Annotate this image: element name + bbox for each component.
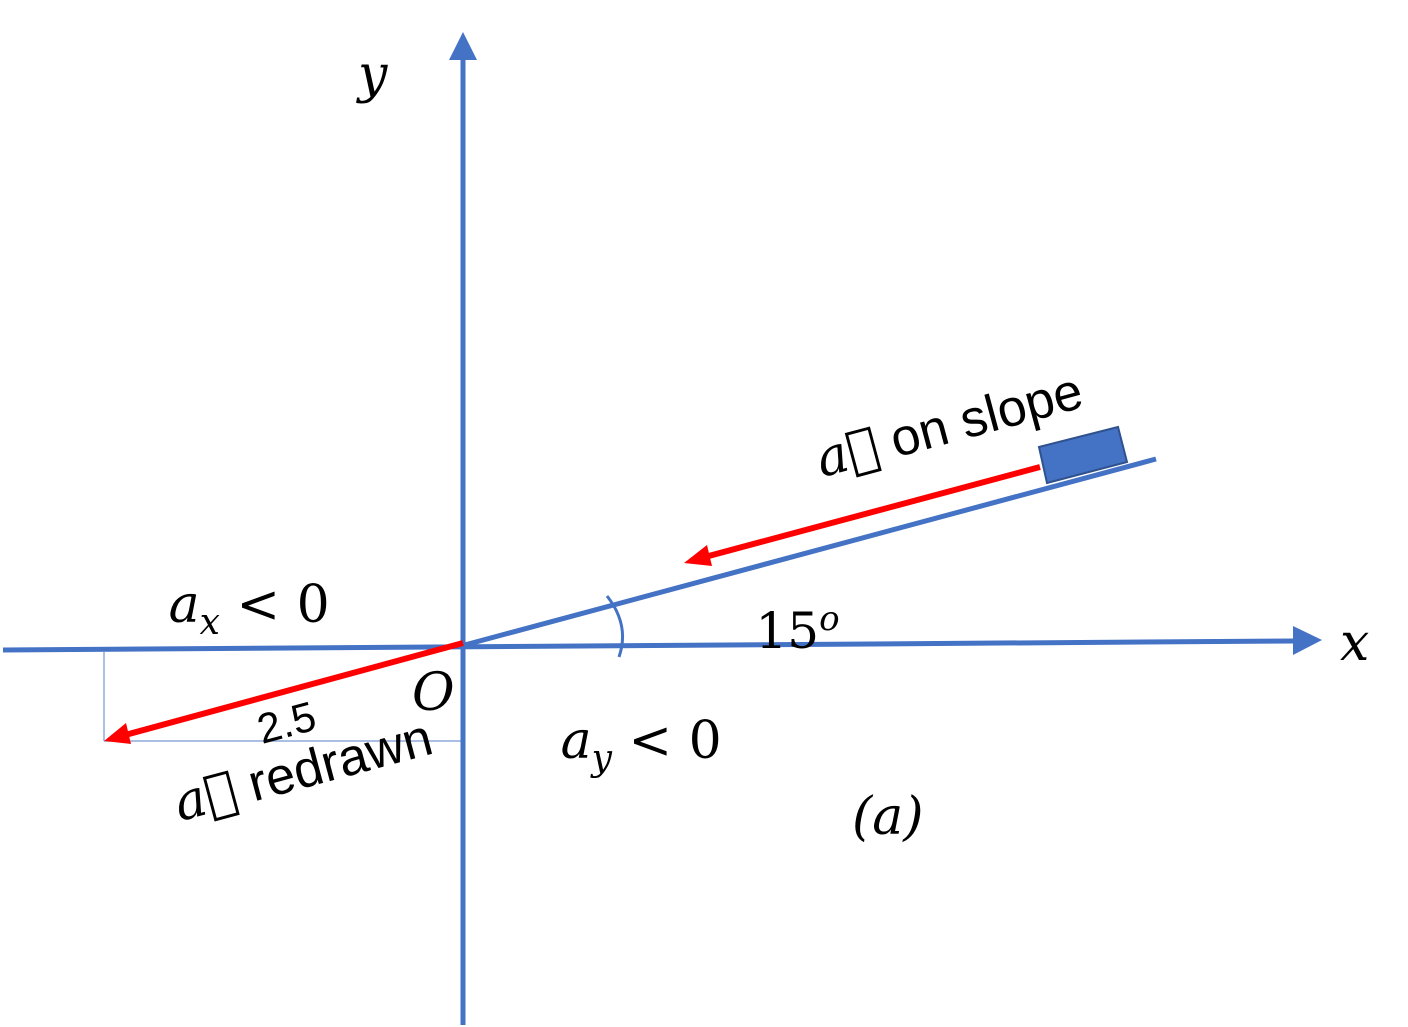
x-axis-label: x xyxy=(1340,613,1369,673)
x-axis-line xyxy=(2,638,1296,653)
ay-subscript: y xyxy=(590,738,613,779)
y-axis-label: y xyxy=(356,45,388,105)
ax-relation: < 0 xyxy=(220,575,330,635)
angle-arc xyxy=(605,595,625,658)
ax-symbol: a xyxy=(169,575,200,635)
angle-degree: o xyxy=(819,599,839,639)
a-redrawn-arrow xyxy=(124,640,464,738)
slope-line xyxy=(460,456,1157,649)
angle-value: 15 xyxy=(755,602,819,660)
ay-symbol: a xyxy=(561,711,592,771)
angle-label: 15o xyxy=(676,584,887,660)
a-on-slope-arrowhead xyxy=(684,545,712,566)
origin-label: O xyxy=(412,663,455,723)
ax-subscript: x xyxy=(200,602,220,643)
ay-relation: < 0 xyxy=(612,711,722,771)
a-redrawn-arrowhead xyxy=(104,723,131,744)
y-axis-arrowhead xyxy=(449,32,477,60)
block xyxy=(1037,425,1129,485)
a-on-slope-label: a⃗ on slope xyxy=(740,350,1131,509)
a-on-slope-arrow xyxy=(704,464,1041,560)
ay-inequality: ay < 0 xyxy=(478,711,771,779)
ax-inequality: ax < 0 xyxy=(86,575,379,643)
x-axis-arrowhead xyxy=(1293,626,1322,655)
panel-label: (a) xyxy=(852,787,924,847)
